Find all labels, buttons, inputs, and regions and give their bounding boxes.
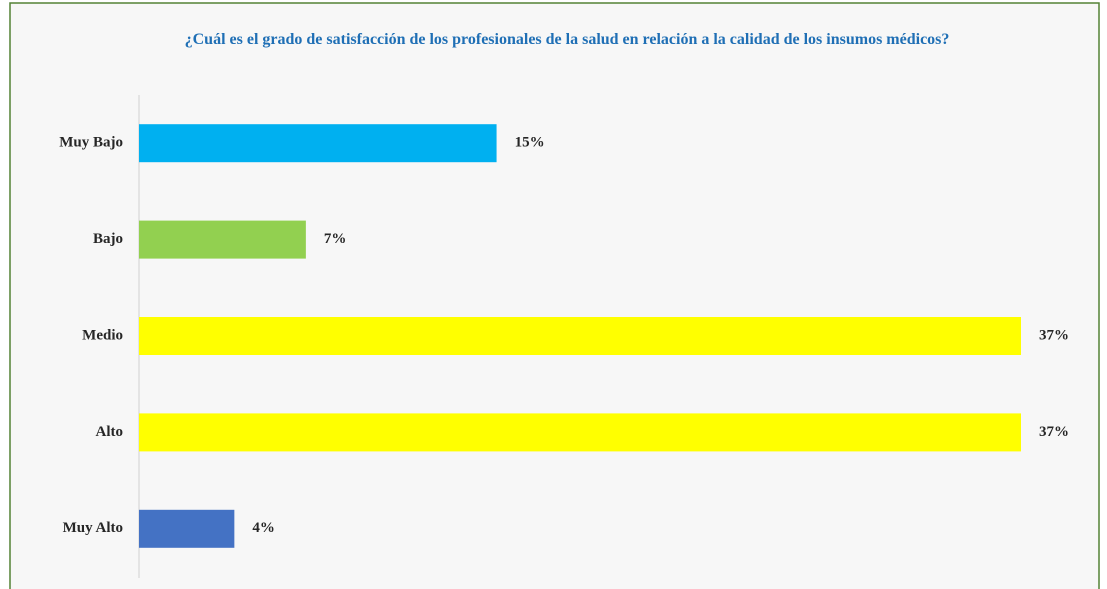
- bar: [139, 124, 497, 163]
- bar: [139, 220, 306, 259]
- category-label: Muy Bajo: [59, 135, 123, 151]
- bar: [139, 317, 1021, 355]
- category-label: Medio: [82, 327, 123, 343]
- bar: [139, 413, 1021, 452]
- data-label: 37%: [1039, 424, 1069, 440]
- category-label: Muy Alto: [63, 520, 123, 536]
- data-label: 7%: [324, 231, 347, 247]
- category-label: Alto: [96, 424, 124, 440]
- chart-frame: [9, 2, 1100, 589]
- chart-title: ¿Cuál es el grado de satisfacción de los…: [184, 31, 950, 48]
- data-label: 37%: [1039, 327, 1069, 343]
- bar: [139, 509, 235, 548]
- category-label: Bajo: [93, 231, 123, 247]
- data-label: 15%: [515, 135, 545, 151]
- data-label: 4%: [252, 520, 275, 536]
